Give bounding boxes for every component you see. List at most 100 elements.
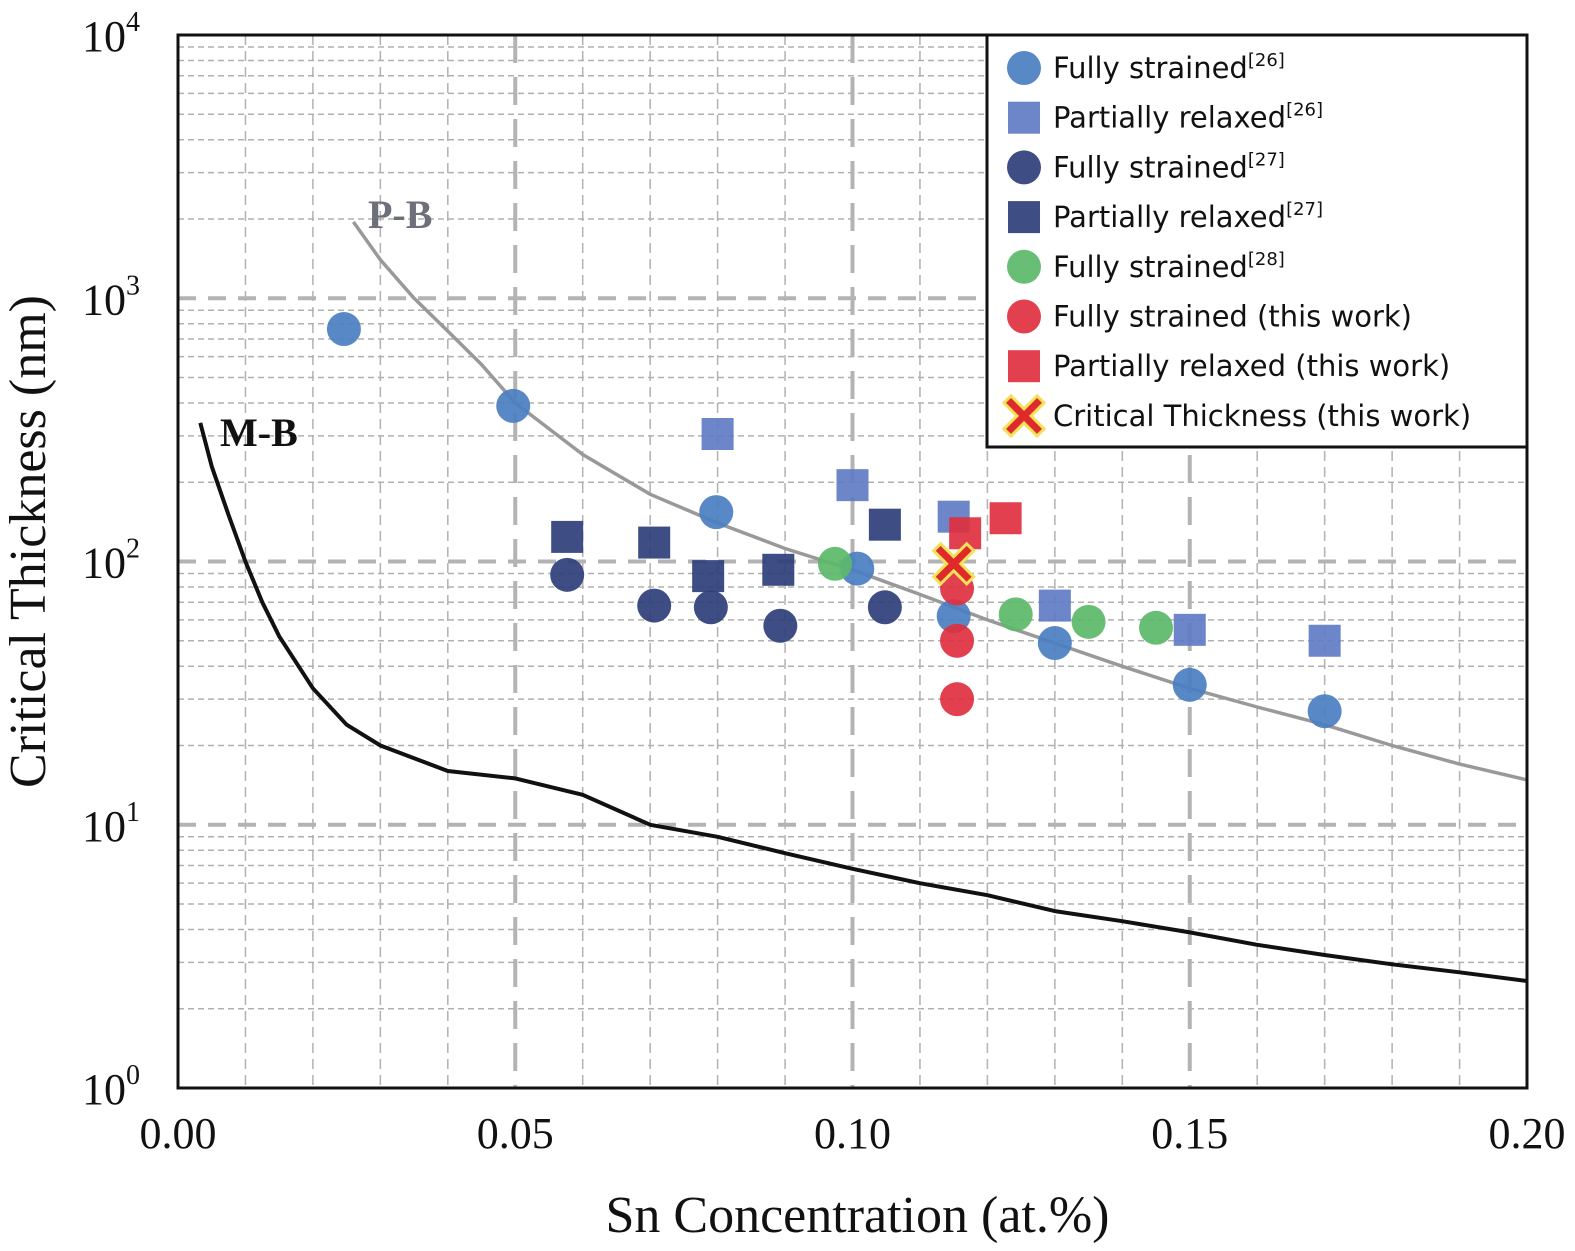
plot-frame: [176, 33, 1529, 1090]
legend-item: Critical Thickness (this work): [1001, 393, 1471, 439]
legend-label-text: Fully strained: [1053, 150, 1248, 184]
x-tick-label: 0.05: [477, 1109, 554, 1158]
y-tick-exponent: 4: [126, 7, 140, 38]
legend-reference: [28]: [1248, 249, 1285, 270]
y-tick-exponent: 0: [126, 1060, 140, 1091]
data-point-square: [1038, 589, 1071, 622]
data-point-square: [701, 418, 734, 451]
y-tick-label: 101: [82, 797, 140, 851]
data-point-circle: [763, 608, 798, 643]
legend-label: Fully strained[26]: [1053, 50, 1285, 85]
data-points: [326, 312, 1342, 729]
data-point-circle: [496, 388, 531, 423]
y-tick-exponent: 1: [126, 797, 140, 828]
legend-marker-x: [1001, 393, 1047, 439]
legend-box: [985, 33, 1529, 449]
data-point-circle: [940, 623, 975, 658]
curve-labels: P-B M-B: [220, 192, 432, 455]
legend-label: Partially relaxed[27]: [1053, 199, 1323, 234]
x-axis-title: Sn Concentration (at.%): [606, 1187, 1110, 1244]
y-tick-base: 10: [82, 1065, 126, 1114]
data-point-circle: [998, 597, 1033, 632]
x-tick-label: 0.20: [1489, 1109, 1566, 1158]
y-tick-base: 10: [82, 275, 126, 324]
legend-reference: [26]: [1286, 100, 1323, 121]
legend-item: Fully strained[27]: [1007, 149, 1285, 185]
y-tick-label: 100: [82, 1060, 140, 1114]
data-point-x: [931, 541, 976, 587]
legend-marker-circle: [1007, 51, 1041, 85]
legend-item: Fully strained (this work): [1007, 299, 1412, 334]
legend-item: Partially relaxed[27]: [1008, 199, 1323, 234]
m-b-label: M-B: [220, 410, 298, 455]
y-tick-exponent: 3: [126, 270, 140, 301]
data-point-circle: [326, 312, 361, 347]
legend-label: Partially relaxed (this work): [1053, 349, 1450, 383]
data-point-circle: [1071, 604, 1106, 639]
y-tick-base: 10: [82, 539, 126, 588]
data-point-square: [762, 553, 795, 586]
data-point-circle: [1037, 626, 1072, 661]
y-tick-label: 102: [82, 534, 140, 588]
data-point-circle: [1139, 610, 1174, 645]
x-tick-label: 0.10: [814, 1109, 891, 1158]
y-tick-label: 104: [82, 7, 140, 61]
legend-label-text: Fully strained (this work): [1053, 300, 1412, 334]
data-point-square: [1173, 613, 1206, 646]
data-point-square: [692, 560, 725, 593]
legend-label-text: Partially relaxed (this work): [1053, 349, 1450, 383]
data-point-square: [638, 526, 671, 559]
legend-item: Partially relaxed (this work): [1008, 349, 1450, 383]
data-point-circle: [699, 495, 734, 530]
legend: Fully strained[26]Partially relaxed[26]F…: [985, 33, 1529, 449]
legend-label-text: Critical Thickness (this work): [1053, 399, 1471, 433]
data-point-circle: [693, 590, 728, 625]
data-point-circle: [867, 590, 902, 625]
legend-item: Fully strained[26]: [1007, 50, 1285, 85]
x-axis-ticks: 0.00 0.05 0.10 0.15 0.20: [140, 1109, 1566, 1158]
y-axis-title: Critical Thickness (nm): [0, 295, 57, 788]
legend-label: Fully strained[28]: [1053, 249, 1285, 284]
data-point-square: [1308, 624, 1341, 657]
legend-label-text: Partially relaxed: [1053, 101, 1286, 135]
m-b-curve: [198, 422, 1528, 983]
legend-marker-circle: [1007, 249, 1041, 284]
data-point-circle: [550, 557, 585, 592]
x-tick-label: 0.15: [1151, 1109, 1228, 1158]
legend-item: Partially relaxed[26]: [1008, 100, 1323, 135]
data-point-circle: [1307, 694, 1342, 729]
x-tick-label: 0.00: [140, 1109, 217, 1158]
legend-label-text: Fully strained: [1053, 250, 1248, 284]
legend-reference: [27]: [1248, 149, 1285, 170]
legend-label-text: Partially relaxed: [1053, 200, 1286, 234]
legend-label: Critical Thickness (this work): [1053, 399, 1471, 433]
data-point-square: [989, 502, 1022, 535]
y-tick-exponent: 2: [126, 534, 140, 565]
legend-marker-square: [1008, 101, 1040, 134]
data-point-circle: [817, 546, 852, 581]
x-marker-stroke: [1006, 397, 1042, 434]
legend-marker-circle: [1007, 150, 1041, 185]
x-marker-stroke: [935, 545, 972, 582]
data-point-square: [836, 469, 869, 502]
legend-marker-circle: [1007, 299, 1041, 334]
y-tick-base: 10: [82, 802, 126, 851]
legend-marker-square: [1008, 350, 1040, 383]
legend-label: Fully strained (this work): [1053, 300, 1412, 334]
legend-reference: [26]: [1248, 50, 1285, 71]
p-b-label: P-B: [368, 192, 432, 237]
data-point-square: [551, 520, 584, 553]
y-tick-label: 103: [82, 270, 140, 324]
legend-label: Fully strained[27]: [1053, 149, 1285, 184]
legend-label: Partially relaxed[26]: [1053, 100, 1323, 135]
data-point-circle: [637, 588, 672, 623]
data-point-square: [868, 508, 901, 541]
legend-reference: [27]: [1286, 199, 1323, 220]
y-tick-base: 10: [82, 12, 126, 61]
legend-marker-square: [1008, 201, 1040, 234]
legend-label-text: Fully strained: [1053, 51, 1248, 85]
data-point-circle: [1172, 667, 1207, 702]
data-point-circle: [940, 682, 975, 717]
